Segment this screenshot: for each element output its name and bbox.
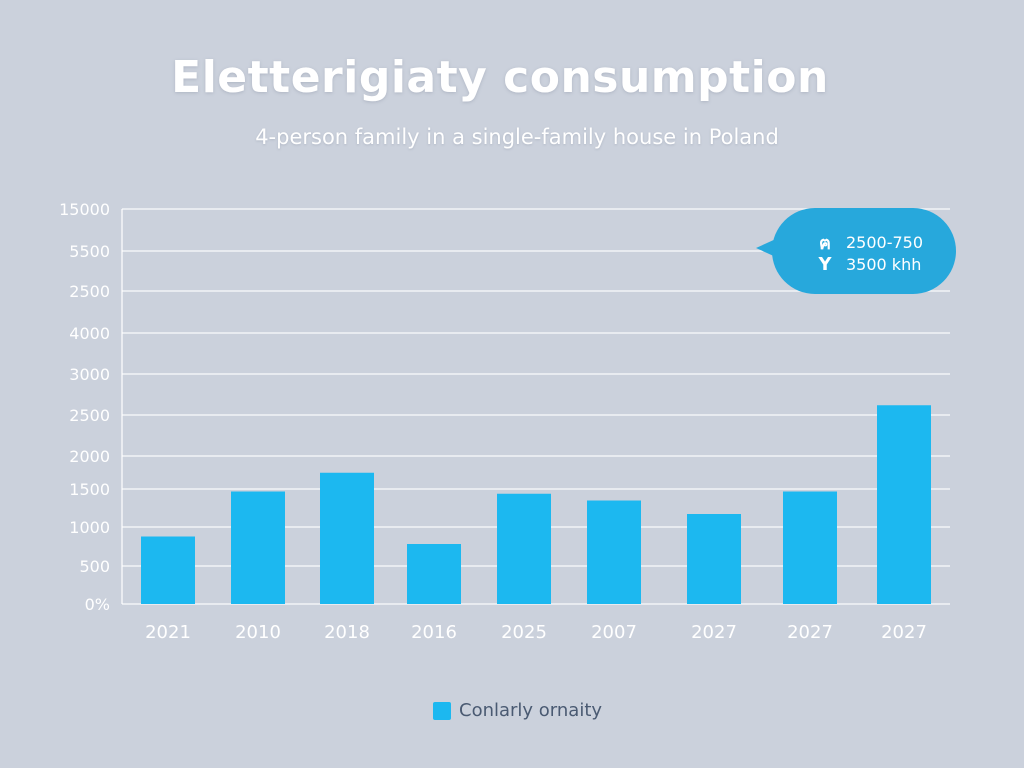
y-tick-label: 3000: [69, 365, 110, 384]
callout-row-1: ฅ 2500-750: [814, 228, 954, 257]
callout-text-1: 2500-750: [846, 233, 924, 252]
bar: [141, 536, 195, 604]
legend: Conlarly ornaity: [433, 700, 602, 721]
annotation-callout: ฅ 2500-750 Y 3500 khh: [752, 208, 956, 294]
x-tick-label: 2016: [411, 622, 457, 643]
bar: [497, 493, 551, 604]
callout-text-2: 3500 khh: [846, 255, 922, 274]
x-tick-label: 2025: [501, 622, 547, 643]
y-tick-label: 1000: [69, 518, 110, 537]
x-tick-label: 2027: [691, 622, 737, 643]
plug-icon: ฅ: [818, 233, 832, 254]
legend-label: Conlarly ornaity: [459, 700, 603, 721]
legend-swatch: [433, 701, 451, 720]
bar: [877, 405, 931, 604]
x-tick-label: 2010: [235, 622, 281, 643]
bars: [141, 405, 931, 604]
chart-subtitle: 4-person family in a single-family house…: [255, 125, 779, 149]
chart-title: Eletterigiaty consumption: [171, 52, 829, 103]
x-tick-label: 2018: [324, 622, 370, 643]
y-tick-label: 500: [79, 557, 110, 576]
y-tick-label: 2500: [69, 282, 110, 301]
y-tick-label: 1500: [69, 480, 110, 499]
x-tick-label: 2027: [787, 622, 833, 643]
y-tick-label: 2500: [69, 406, 110, 425]
bar: [231, 491, 285, 604]
y-tick-label: 0%: [85, 595, 110, 614]
bar: [687, 514, 741, 604]
bar: [783, 491, 837, 604]
y-tick-label: 15000: [59, 200, 110, 219]
bar: [407, 544, 461, 604]
bar: [587, 500, 641, 604]
callout-row-2: Y 3500 khh: [814, 254, 954, 275]
y-tick-label: 2000: [69, 447, 110, 466]
x-tick-label: 2007: [591, 622, 637, 643]
callout-bubble: [772, 208, 956, 294]
x-axis-ticks: 2021 2010 2018 2016 2025 2007 2027 2027 2027: [145, 622, 927, 643]
x-tick-label: 2021: [145, 622, 191, 643]
grid-lines: [121, 208, 950, 605]
x-tick-label: 2027: [881, 622, 927, 643]
y-tick-label: 5500: [69, 242, 110, 261]
y-tick-label: 4000: [69, 324, 110, 343]
bar: [320, 472, 374, 604]
y-axis-ticks: 0% 500 1000 1500 2000 2500 3000 4000 2500 5500 150…: [59, 200, 110, 614]
fork-icon: Y: [818, 254, 832, 275]
